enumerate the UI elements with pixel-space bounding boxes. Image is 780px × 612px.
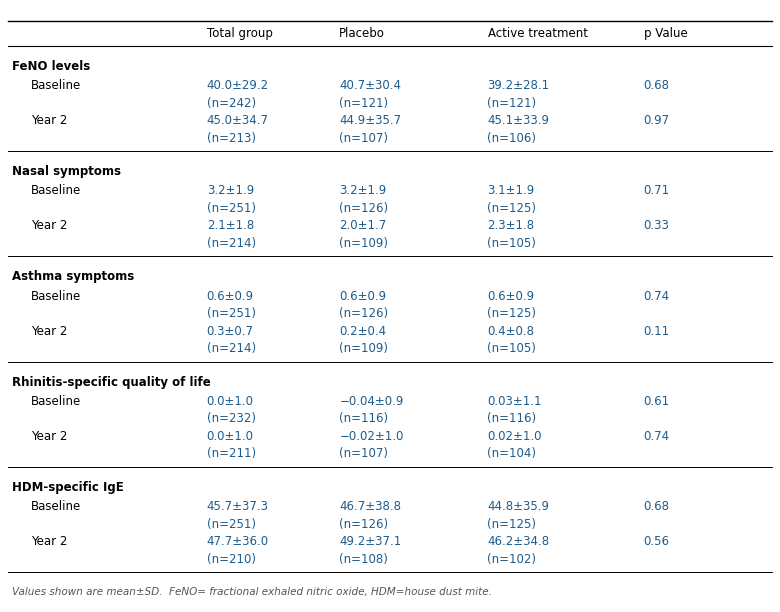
Text: 46.7±38.8: 46.7±38.8 — [339, 500, 401, 513]
Text: 0.03±1.1: 0.03±1.1 — [488, 395, 542, 408]
Text: 0.0±1.0: 0.0±1.0 — [207, 395, 254, 408]
Text: 47.7±36.0: 47.7±36.0 — [207, 535, 269, 548]
Text: −0.04±0.9: −0.04±0.9 — [339, 395, 404, 408]
Text: (n=105): (n=105) — [488, 237, 537, 250]
Text: (n=107): (n=107) — [339, 132, 388, 144]
Text: Year 2: Year 2 — [31, 535, 68, 548]
Text: Active treatment: Active treatment — [488, 27, 587, 40]
Text: 0.0±1.0: 0.0±1.0 — [207, 430, 254, 443]
Text: (n=108): (n=108) — [339, 553, 388, 565]
Text: Year 2: Year 2 — [31, 114, 68, 127]
Text: 0.4±0.8: 0.4±0.8 — [488, 324, 534, 338]
Text: 0.02±1.0: 0.02±1.0 — [488, 430, 542, 443]
Text: 49.2±37.1: 49.2±37.1 — [339, 535, 402, 548]
Text: Year 2: Year 2 — [31, 219, 68, 233]
Text: (n=214): (n=214) — [207, 342, 256, 355]
Text: 0.6±0.9: 0.6±0.9 — [207, 289, 254, 303]
Text: 0.6±0.9: 0.6±0.9 — [339, 289, 386, 303]
Text: 2.0±1.7: 2.0±1.7 — [339, 219, 387, 233]
Text: (n=232): (n=232) — [207, 412, 256, 425]
Text: Baseline: Baseline — [31, 184, 81, 198]
Text: (n=116): (n=116) — [488, 412, 537, 425]
Text: (n=121): (n=121) — [339, 97, 388, 110]
Text: Values shown are mean±SD.  FeNO= fractional exhaled nitric oxide, HDM=house dust: Values shown are mean±SD. FeNO= fraction… — [12, 588, 491, 597]
Text: 0.56: 0.56 — [644, 535, 669, 548]
Text: (n=242): (n=242) — [207, 97, 256, 110]
Text: (n=109): (n=109) — [339, 237, 388, 250]
Text: Asthma symptoms: Asthma symptoms — [12, 271, 134, 283]
Text: 0.11: 0.11 — [644, 324, 669, 338]
Text: 0.2±0.4: 0.2±0.4 — [339, 324, 386, 338]
Text: 0.97: 0.97 — [644, 114, 669, 127]
Text: 46.2±34.8: 46.2±34.8 — [488, 535, 550, 548]
Text: (n=211): (n=211) — [207, 447, 256, 460]
Text: HDM-specific IgE: HDM-specific IgE — [12, 481, 123, 494]
Text: 44.9±35.7: 44.9±35.7 — [339, 114, 402, 127]
Text: Baseline: Baseline — [31, 289, 81, 303]
Text: (n=251): (n=251) — [207, 518, 256, 531]
Text: (n=125): (n=125) — [488, 307, 537, 320]
Text: 0.74: 0.74 — [644, 430, 669, 443]
Text: (n=210): (n=210) — [207, 553, 256, 565]
Text: (n=102): (n=102) — [488, 553, 537, 565]
Text: 3.2±1.9: 3.2±1.9 — [339, 184, 387, 198]
Text: Total group: Total group — [207, 27, 272, 40]
Text: (n=106): (n=106) — [488, 132, 537, 144]
Text: (n=107): (n=107) — [339, 447, 388, 460]
Text: 39.2±28.1: 39.2±28.1 — [488, 79, 550, 92]
Text: −0.02±1.0: −0.02±1.0 — [339, 430, 404, 443]
Text: 0.3±0.7: 0.3±0.7 — [207, 324, 254, 338]
Text: (n=126): (n=126) — [339, 518, 388, 531]
Text: (n=125): (n=125) — [488, 518, 537, 531]
Text: Year 2: Year 2 — [31, 430, 68, 443]
Text: 3.1±1.9: 3.1±1.9 — [488, 184, 535, 198]
Text: 45.0±34.7: 45.0±34.7 — [207, 114, 268, 127]
Text: 40.7±30.4: 40.7±30.4 — [339, 79, 401, 92]
Text: 40.0±29.2: 40.0±29.2 — [207, 79, 269, 92]
Text: 2.3±1.8: 2.3±1.8 — [488, 219, 534, 233]
Text: (n=125): (n=125) — [488, 202, 537, 215]
Text: 0.74: 0.74 — [644, 289, 669, 303]
Text: 3.2±1.9: 3.2±1.9 — [207, 184, 254, 198]
Text: (n=251): (n=251) — [207, 307, 256, 320]
Text: Baseline: Baseline — [31, 79, 81, 92]
Text: (n=126): (n=126) — [339, 307, 388, 320]
Text: (n=121): (n=121) — [488, 97, 537, 110]
Text: (n=251): (n=251) — [207, 202, 256, 215]
Text: (n=109): (n=109) — [339, 342, 388, 355]
Text: Placebo: Placebo — [339, 27, 385, 40]
Text: Nasal symptoms: Nasal symptoms — [12, 165, 121, 178]
Text: p Value: p Value — [644, 27, 687, 40]
Text: 0.68: 0.68 — [644, 79, 669, 92]
Text: Rhinitis-specific quality of life: Rhinitis-specific quality of life — [12, 376, 211, 389]
Text: Baseline: Baseline — [31, 395, 81, 408]
Text: 2.1±1.8: 2.1±1.8 — [207, 219, 254, 233]
Text: Year 2: Year 2 — [31, 324, 68, 338]
Text: (n=116): (n=116) — [339, 412, 388, 425]
Text: Baseline: Baseline — [31, 500, 81, 513]
Text: 44.8±35.9: 44.8±35.9 — [488, 500, 549, 513]
Text: 0.71: 0.71 — [644, 184, 669, 198]
Text: (n=213): (n=213) — [207, 132, 256, 144]
Text: 0.6±0.9: 0.6±0.9 — [488, 289, 534, 303]
Text: (n=105): (n=105) — [488, 342, 537, 355]
Text: FeNO levels: FeNO levels — [12, 60, 90, 73]
Text: 0.61: 0.61 — [644, 395, 669, 408]
Text: 0.68: 0.68 — [644, 500, 669, 513]
Text: 0.33: 0.33 — [644, 219, 669, 233]
Text: (n=126): (n=126) — [339, 202, 388, 215]
Text: 45.1±33.9: 45.1±33.9 — [488, 114, 549, 127]
Text: 45.7±37.3: 45.7±37.3 — [207, 500, 268, 513]
Text: (n=214): (n=214) — [207, 237, 256, 250]
Text: (n=104): (n=104) — [488, 447, 537, 460]
